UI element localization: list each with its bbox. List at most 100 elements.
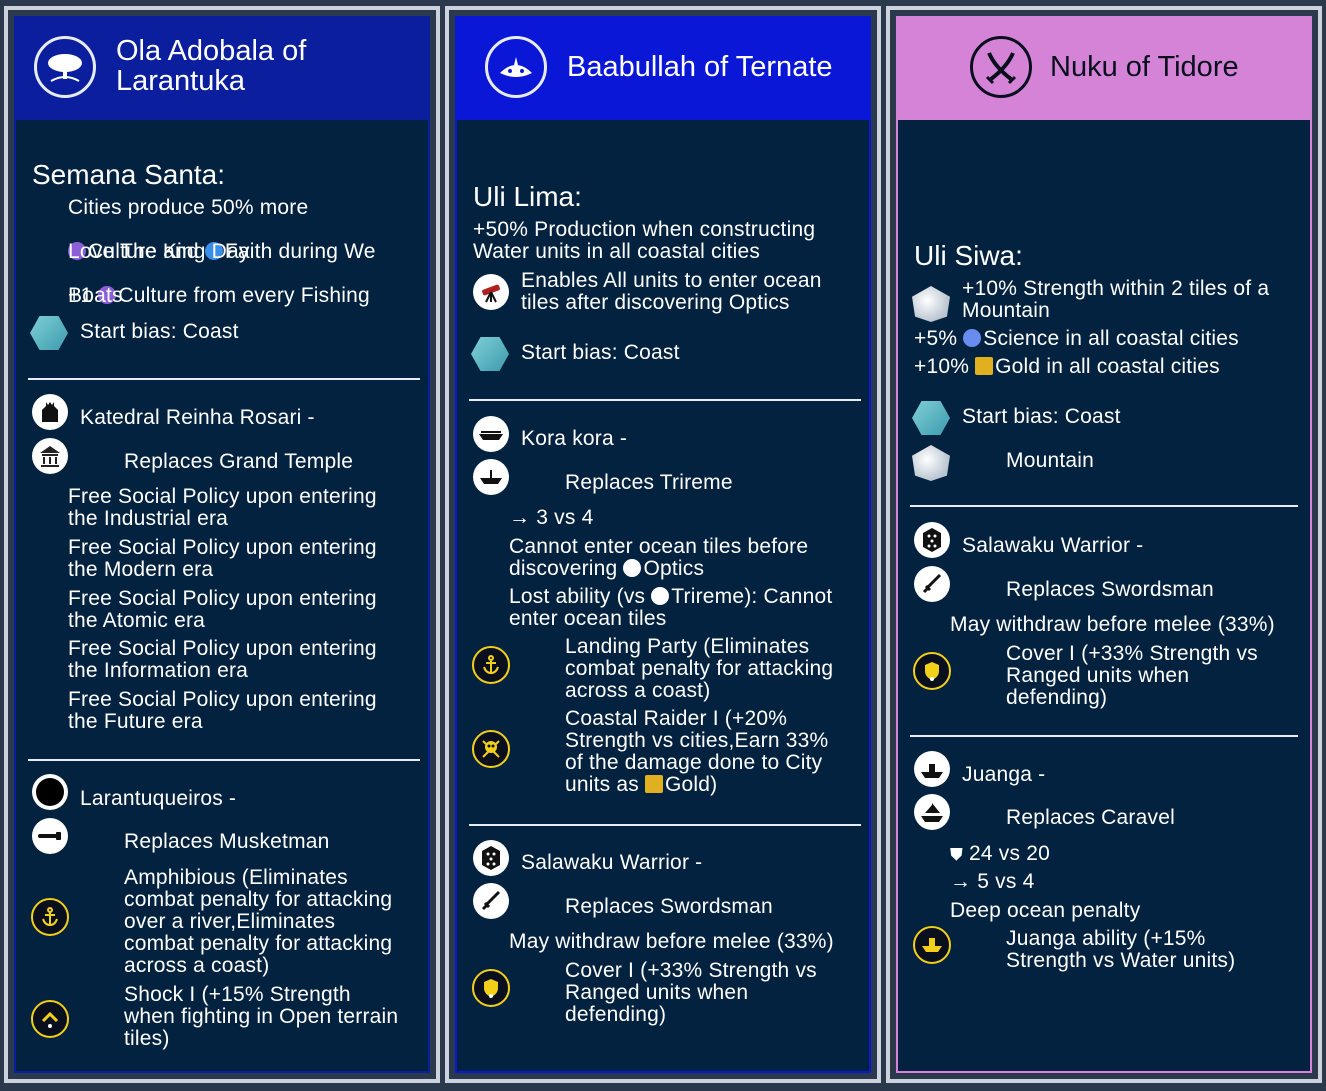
shield-promotion-icon xyxy=(472,969,510,1007)
unit-replaces: Replaces Caravel xyxy=(1006,806,1175,829)
civ-title: Nuku of Tidore xyxy=(1050,51,1239,83)
promotion-text: Cover I (+33% Strength vs Ranged units w… xyxy=(565,959,817,1026)
juanga-promotion-icon xyxy=(913,926,951,964)
shield-icon: ⛊ xyxy=(950,845,963,864)
divider xyxy=(28,759,420,761)
creature-icon xyxy=(485,36,547,98)
unit-note: Cannot enter ocean tiles before xyxy=(509,535,809,558)
chevron-promotion-icon xyxy=(31,1000,69,1038)
civ-panel-larantuka: Ola Adobala of Larantuka Semana Santa: C… xyxy=(4,6,440,1083)
unit-note: Lost ability (vs Trireme): Cannot xyxy=(509,585,833,608)
culture-icon xyxy=(68,242,86,260)
gold-icon xyxy=(975,357,994,375)
panel-body: Nuku of Tidore Uli Siwa: +10% Strength w… xyxy=(896,16,1312,1073)
divider xyxy=(28,378,420,380)
civ-panel-tidore: Nuku of Tidore Uli Siwa: +10% Strength w… xyxy=(886,6,1322,1083)
panel-body: Baabullah of Ternate Uli Lima: +50% Prod… xyxy=(455,16,871,1073)
unit-note: May withdraw before melee (33%) xyxy=(950,613,1275,636)
unit-replaces: Replaces Musketman xyxy=(124,830,330,853)
skull-promotion-icon xyxy=(472,730,510,768)
coast-icon xyxy=(30,316,68,350)
trireme-icon xyxy=(473,459,509,495)
unit-name: Kora kora - xyxy=(521,427,628,450)
unit-note: May withdraw before melee (33%) xyxy=(509,930,834,953)
promotion-text: Cover I (+33% Strength vs Ranged units w… xyxy=(1006,642,1258,709)
promotion-text: Amphibious (Eliminates combat penalty fo… xyxy=(124,866,393,977)
civ-title-line2: Larantuka xyxy=(116,65,245,97)
unit-replaces: Replaces Swordsman xyxy=(1006,578,1214,601)
civ-title: Baabullah of Ternate xyxy=(567,51,833,83)
promotion-text: Juanga ability (+15% Strength vs Water u… xyxy=(1006,927,1236,972)
promotion-text: Landing Party (Eliminates combat penalty… xyxy=(565,635,834,702)
unique-ability-name: Uli Siwa: xyxy=(914,240,1023,271)
faith-icon xyxy=(204,242,223,260)
unit-note: discovering Optics xyxy=(509,557,705,580)
civ-header: Nuku of Tidore xyxy=(898,16,1310,120)
start-bias: Start bias: Coast xyxy=(521,341,680,364)
anchor-promotion-icon xyxy=(472,646,510,684)
juanga-boat-icon xyxy=(914,751,950,787)
unique-ability-line: Culture and Faith during We xyxy=(68,219,376,263)
unit-note: Deep ocean penalty xyxy=(950,899,1141,922)
civ-title: Ola Adobala of Larantuka xyxy=(116,36,306,96)
unit-replaces: Replaces Swordsman xyxy=(565,895,773,918)
unique-ability-line: +5% Science in all coastal cities xyxy=(914,327,1239,350)
shield-pattern-icon xyxy=(914,522,950,558)
unit-name: Juanga - xyxy=(962,763,1046,786)
promotion-text: Shock I (+15% Strength when fighting in … xyxy=(124,983,399,1050)
building-effect: Free Social Policy upon entering the Fut… xyxy=(68,688,377,733)
unit-name: Salawaku Warrior - xyxy=(962,534,1144,557)
unique-ability-line: Boats xyxy=(68,284,123,307)
shield-pattern-icon xyxy=(473,840,509,876)
coast-icon xyxy=(471,337,509,371)
arrow-right-icon: → xyxy=(509,506,531,529)
unit-name: Salawaku Warrior - xyxy=(521,851,703,874)
science-icon xyxy=(963,329,982,347)
crossed-swords-icon xyxy=(970,36,1032,98)
start-bias: Start bias: Coast xyxy=(80,320,239,343)
unit-name: Larantuqueiros - xyxy=(80,787,237,810)
mountain-icon xyxy=(912,286,950,322)
unique-ability-line: Love The King Day xyxy=(68,240,250,263)
coast-icon xyxy=(912,401,950,435)
musket-icon xyxy=(32,818,68,854)
unit-note: enter ocean tiles xyxy=(509,607,667,630)
building-effect: Free Social Policy upon entering the Ind… xyxy=(68,485,377,530)
cathedral-icon xyxy=(32,394,68,430)
unique-ability-line: +50% Production when constructing Water … xyxy=(473,218,816,263)
building-replaces: Replaces Grand Temple xyxy=(124,450,354,473)
unit-replaces: Replaces Trireme xyxy=(565,471,733,494)
caravel-icon xyxy=(914,794,950,830)
building-name: Katedral Reinha Rosari - xyxy=(80,406,315,429)
movement-stat: → 5 vs 4 xyxy=(950,870,1035,893)
civ-panel-ternate: Baabullah of Ternate Uli Lima: +50% Prod… xyxy=(445,6,881,1083)
divider xyxy=(910,735,1298,737)
black-circle-icon xyxy=(32,774,68,810)
unique-ability-line: Cities produce 50% more xyxy=(68,196,309,219)
unique-ability-name: Semana Santa: xyxy=(32,159,226,190)
boat-icon xyxy=(473,416,509,452)
panel-body: Ola Adobala of Larantuka Semana Santa: C… xyxy=(14,16,430,1073)
divider xyxy=(910,505,1298,507)
sword-icon xyxy=(473,883,509,919)
civ-header: Ola Adobala of Larantuka xyxy=(16,16,428,120)
building-effect: Free Social Policy upon entering the Mod… xyxy=(68,536,377,581)
movement-stat: → 3 vs 4 xyxy=(509,506,594,529)
telescope-icon xyxy=(473,274,509,310)
trireme-icon xyxy=(651,587,670,605)
start-bias-secondary: Mountain xyxy=(1006,449,1094,472)
telescope-icon xyxy=(623,559,642,577)
building-effect: Free Social Policy upon entering the Inf… xyxy=(68,637,377,682)
anchor-promotion-icon xyxy=(31,898,69,936)
civ-header: Baabullah of Ternate xyxy=(457,16,869,120)
divider xyxy=(469,824,861,826)
promotion-text: Coastal Raider I (+20% Strength vs citie… xyxy=(565,707,829,796)
arrow-right-icon: → xyxy=(950,870,972,893)
civ-title-line1: Ola Adobala of xyxy=(116,35,307,67)
temple-icon xyxy=(32,438,68,474)
shield-promotion-icon xyxy=(913,652,951,690)
building-effect: Free Social Policy upon entering the Ato… xyxy=(68,587,377,632)
culture-icon xyxy=(98,286,117,304)
strength-stat: ⛊ 24 vs 20 xyxy=(950,842,1050,865)
unique-ability-line: Enables All units to enter ocean tiles a… xyxy=(521,269,822,314)
